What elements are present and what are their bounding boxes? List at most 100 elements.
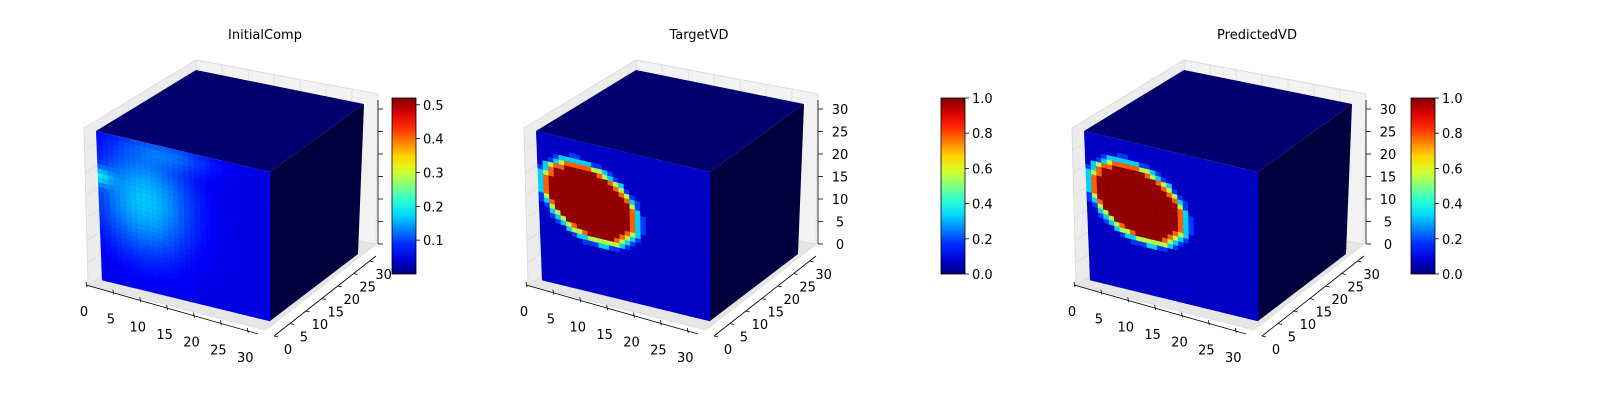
voxel: [221, 197, 228, 204]
voxel: [572, 269, 579, 276]
voxel: [1149, 151, 1156, 158]
voxel: [1215, 282, 1222, 290]
voxel: [1236, 269, 1243, 276]
voxel: [1209, 169, 1215, 177]
voxel: [125, 211, 132, 219]
voxel: [661, 179, 668, 186]
voxel: [569, 152, 575, 159]
voxel: [1237, 311, 1243, 318]
voxel: [1231, 202, 1237, 210]
voxel: [602, 188, 609, 195]
voxel: [580, 159, 586, 167]
voxel: [704, 198, 711, 205]
voxel: [1167, 243, 1174, 250]
voxel: [566, 235, 573, 242]
voxel: [570, 185, 576, 192]
voxel: [1114, 225, 1120, 233]
voxel: [1247, 285, 1254, 293]
voxel: [699, 304, 706, 311]
voxel-grid-line: [540, 242, 711, 284]
voxel: [122, 257, 128, 264]
voxel: [162, 206, 169, 214]
voxel: [1221, 293, 1227, 300]
voxel: [629, 208, 636, 215]
voxel-grid-line: [1089, 256, 1259, 298]
voxel: [1160, 167, 1167, 174]
voxel: [169, 259, 176, 266]
voxel: [1183, 219, 1189, 226]
voxel: [608, 208, 614, 215]
y-tick-mark: [1341, 273, 1346, 275]
voxel: [118, 159, 125, 166]
voxel: [693, 172, 700, 180]
voxel: [614, 246, 621, 253]
voxel: [174, 270, 181, 277]
voxel: [1116, 148, 1123, 155]
voxel: [606, 147, 613, 154]
voxel: [594, 278, 600, 286]
voxel: [1128, 183, 1135, 190]
voxel: [1085, 158, 1092, 166]
voxel: [190, 273, 197, 281]
voxel: [138, 265, 144, 272]
voxel: [1188, 253, 1195, 260]
voxel: [259, 211, 265, 218]
voxel: [1183, 265, 1190, 273]
voxel: [111, 250, 118, 257]
voxel: [617, 154, 624, 162]
voxel: [565, 211, 572, 219]
voxel: [180, 289, 187, 297]
voxel: [243, 254, 250, 261]
voxel: [134, 167, 141, 175]
voxel: [249, 306, 255, 313]
voxel: [232, 186, 238, 193]
voxel: [238, 299, 244, 306]
voxel: [126, 239, 133, 247]
voxel: [688, 264, 695, 271]
voxel: [536, 154, 543, 161]
voxel: [172, 181, 179, 188]
voxel: [175, 274, 181, 281]
voxel: [1134, 203, 1141, 210]
voxel: [1147, 289, 1154, 296]
voxel: [574, 140, 580, 147]
voxel: [623, 156, 629, 163]
voxel: [593, 260, 600, 267]
voxel: [1188, 220, 1195, 227]
y-tick-label: 0: [284, 343, 292, 358]
voxel: [100, 247, 107, 254]
voxel: [1144, 173, 1151, 180]
voxel: [1236, 199, 1243, 206]
voxel: [588, 254, 594, 261]
voxel: [1094, 253, 1100, 260]
voxel: [200, 225, 207, 232]
voxel: [1131, 280, 1138, 288]
voxel: [667, 226, 673, 234]
voxel: [661, 183, 668, 191]
voxel: [1209, 235, 1216, 242]
voxel: [1247, 211, 1253, 218]
voxel: [242, 174, 249, 182]
voxel: [1130, 239, 1137, 246]
voxel: [1110, 261, 1116, 269]
voxel: [1115, 272, 1122, 279]
voxel: [248, 250, 255, 257]
voxel: [636, 284, 642, 291]
voxel: [1090, 155, 1097, 162]
voxel: [210, 181, 217, 188]
voxel: [140, 187, 147, 195]
voxel: [1241, 228, 1248, 235]
cube-top-face: [1084, 70, 1352, 172]
voxel-grid-line: [161, 146, 166, 296]
voxel: [614, 270, 621, 277]
voxel: [1156, 217, 1163, 224]
voxel: [145, 161, 152, 168]
voxel: [126, 244, 133, 251]
voxel: [180, 280, 187, 287]
voxel: [125, 197, 132, 205]
voxel: [639, 192, 646, 199]
voxel: [206, 254, 212, 261]
voxel: [1146, 252, 1153, 259]
voxel-grid-line: [541, 265, 711, 308]
voxel: [1166, 210, 1173, 218]
